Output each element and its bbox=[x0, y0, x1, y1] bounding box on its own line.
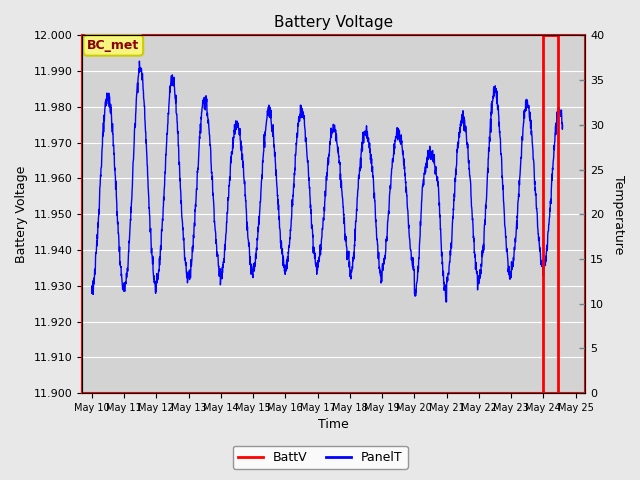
Legend: BattV, PanelT: BattV, PanelT bbox=[232, 446, 408, 469]
X-axis label: Time: Time bbox=[318, 419, 349, 432]
Title: Battery Voltage: Battery Voltage bbox=[274, 15, 393, 30]
Text: BC_met: BC_met bbox=[87, 39, 140, 52]
Y-axis label: Temperature: Temperature bbox=[612, 175, 625, 254]
Y-axis label: Battery Voltage: Battery Voltage bbox=[15, 166, 28, 263]
